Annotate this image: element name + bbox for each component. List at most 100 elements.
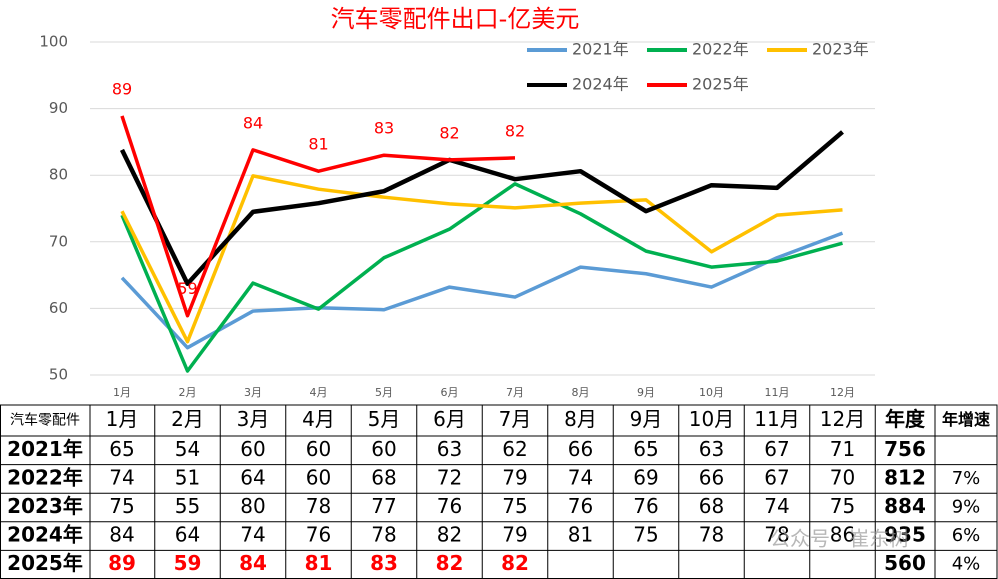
table-cell: 67 <box>764 465 789 489</box>
table-cell: 68 <box>371 465 396 489</box>
table-total: 812 <box>884 465 926 489</box>
table-cell: 89 <box>108 551 136 575</box>
table-cell: 55 <box>175 494 200 518</box>
chart-title: 汽车零配件出口-亿美元 <box>331 5 580 33</box>
table-header: 年度 <box>885 407 926 431</box>
legend-label: 2025年 <box>692 75 749 94</box>
table-growth: 7% <box>952 468 981 489</box>
table-cell: 84 <box>239 551 267 575</box>
data-label: 84 <box>243 113 263 132</box>
table-header: 5月 <box>368 407 401 431</box>
legend-label: 2022年 <box>692 40 749 59</box>
table-cell: 51 <box>175 465 200 489</box>
legend-label: 2024年 <box>572 75 629 94</box>
table-cell: 76 <box>437 494 462 518</box>
row-label: 2024年 <box>7 523 83 547</box>
y-tick-label: 90 <box>49 99 68 117</box>
table-cell: 75 <box>830 494 855 518</box>
table-total: 935 <box>884 523 926 547</box>
table-total: 560 <box>884 551 926 575</box>
data-label: 89 <box>112 79 132 98</box>
table-cell: 81 <box>305 551 333 575</box>
table-cell: 59 <box>174 551 202 575</box>
y-tick-label: 70 <box>49 232 68 250</box>
table-cell: 75 <box>109 494 134 518</box>
table-cell: 71 <box>830 437 855 461</box>
table-cell: 74 <box>240 523 265 547</box>
table-header: 年增速 <box>942 410 990 429</box>
table-growth: 4% <box>952 554 981 575</box>
row-label: 2023年 <box>7 494 83 518</box>
table-cell: 77 <box>371 494 396 518</box>
table-cell: 78 <box>764 523 789 547</box>
table-cell: 82 <box>501 551 529 575</box>
table-header: 7月 <box>499 407 532 431</box>
table-cell: 60 <box>371 437 396 461</box>
table-cell: 66 <box>568 437 593 461</box>
table-cell: 66 <box>699 465 724 489</box>
table-cell: 62 <box>502 437 527 461</box>
x-tick-label: 9月 <box>637 386 655 399</box>
watermark: 公众号 · 崔东树 <box>770 527 909 551</box>
data-label: 81 <box>308 135 328 154</box>
table-cell: 65 <box>633 437 658 461</box>
data-label: 82 <box>505 121 525 140</box>
table-growth: 6% <box>952 525 981 546</box>
legend-label: 2021年 <box>572 40 629 59</box>
table-total: 884 <box>884 494 926 518</box>
table-cell: 82 <box>437 523 462 547</box>
table-cell: 69 <box>633 465 658 489</box>
table-cell: 76 <box>306 523 331 547</box>
x-tick-label: 4月 <box>310 386 328 399</box>
x-tick-label: 10月 <box>699 386 724 399</box>
table-header: 汽车零配件 <box>10 412 80 429</box>
y-tick-label: 50 <box>49 366 68 384</box>
table-cell: 76 <box>568 494 593 518</box>
table-cell: 76 <box>633 494 658 518</box>
data-label: 83 <box>374 119 394 138</box>
table-cell: 60 <box>306 465 331 489</box>
data-label: 59 <box>177 279 197 298</box>
legend-label: 2023年 <box>812 40 869 59</box>
table-cell: 78 <box>371 523 396 547</box>
table-cell: 64 <box>240 465 265 489</box>
x-tick-label: 11月 <box>765 386 790 399</box>
table-header: 3月 <box>237 407 270 431</box>
table-header: 6月 <box>433 407 466 431</box>
x-tick-label: 7月 <box>506 386 524 399</box>
table-cell: 79 <box>502 523 527 547</box>
x-tick-label: 6月 <box>441 386 459 399</box>
series-line <box>120 115 516 318</box>
table-cell: 54 <box>175 437 200 461</box>
table-header: 2月 <box>171 407 204 431</box>
table-cell: 60 <box>240 437 265 461</box>
table-cell: 60 <box>306 437 331 461</box>
table-header: 4月 <box>302 407 335 431</box>
y-tick-label: 60 <box>49 299 68 317</box>
data-label: 82 <box>439 123 459 142</box>
table-cell: 75 <box>633 523 658 547</box>
table-cell: 80 <box>240 494 265 518</box>
table-header: 11月 <box>754 407 799 431</box>
y-tick-label: 100 <box>39 33 68 51</box>
table-cell: 65 <box>109 437 134 461</box>
table-cell: 67 <box>764 437 789 461</box>
table-cell: 79 <box>502 465 527 489</box>
series-line <box>120 174 843 344</box>
x-tick-label: 3月 <box>244 386 262 399</box>
table-header: 12月 <box>820 407 865 431</box>
row-label: 2025年 <box>7 551 83 575</box>
table-cell: 81 <box>568 523 593 547</box>
table-cell: 70 <box>830 465 855 489</box>
table-header: 1月 <box>106 407 139 431</box>
table-cell: 83 <box>370 551 398 575</box>
series-line <box>120 231 844 350</box>
table-cell: 74 <box>764 494 789 518</box>
table-cell: 68 <box>699 494 724 518</box>
y-tick-label: 80 <box>49 166 68 184</box>
table-cell: 74 <box>109 465 134 489</box>
table-header: 8月 <box>564 407 597 431</box>
x-tick-label: 12月 <box>830 386 855 399</box>
